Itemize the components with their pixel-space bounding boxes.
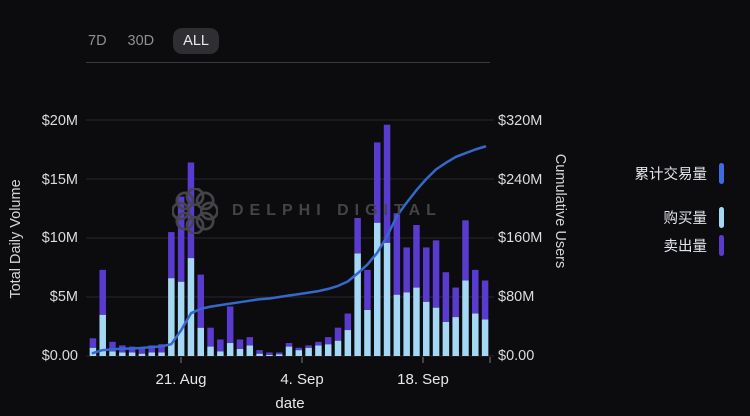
legend-item-buy[interactable]: 购买量 [663,207,724,228]
right-axis-title: Cumulative Users [552,153,568,269]
right-axis-tick: $240M [498,172,543,188]
x-axis-title: date [275,395,305,412]
legend-label: 累计交易量 [634,167,708,183]
legend: 累计交易量 购买量 卖出量 [634,163,724,256]
x-axis-tick: 21. Aug [155,371,207,388]
legend-label: 卖出量 [663,239,708,255]
left-axis-tick: $5M [49,289,78,305]
left-axis-tick: $10M [41,230,78,246]
legend-item-cumulative[interactable]: 累计交易量 [634,163,724,184]
left-axis-tick: $0.00 [41,348,78,364]
left-axis-tick: $15M [41,172,78,188]
header-divider [86,62,490,63]
time-range-selector: 7D 30D ALL [86,28,219,54]
legend-item-sell[interactable]: 卖出量 [663,235,724,256]
legend-swatch-buy [719,207,724,228]
x-axis-tick: 18. Sep [397,371,449,388]
range-button-30d[interactable]: 30D [126,28,157,54]
legend-swatch-sell [719,235,724,256]
x-axis-tick: 4. Sep [280,371,324,388]
right-axis-tick: $80M [498,289,535,305]
left-axis-tick: $20M [41,113,78,129]
range-button-7d[interactable]: 7D [86,28,109,54]
right-axis-tick: $320M [498,113,543,129]
legend-label: 购买量 [663,211,708,227]
right-axis-tick: $0.00 [498,348,535,364]
legend-swatch-cumulative [719,163,724,184]
range-button-all[interactable]: ALL [173,28,219,54]
right-axis-tick: $160M [498,230,543,246]
